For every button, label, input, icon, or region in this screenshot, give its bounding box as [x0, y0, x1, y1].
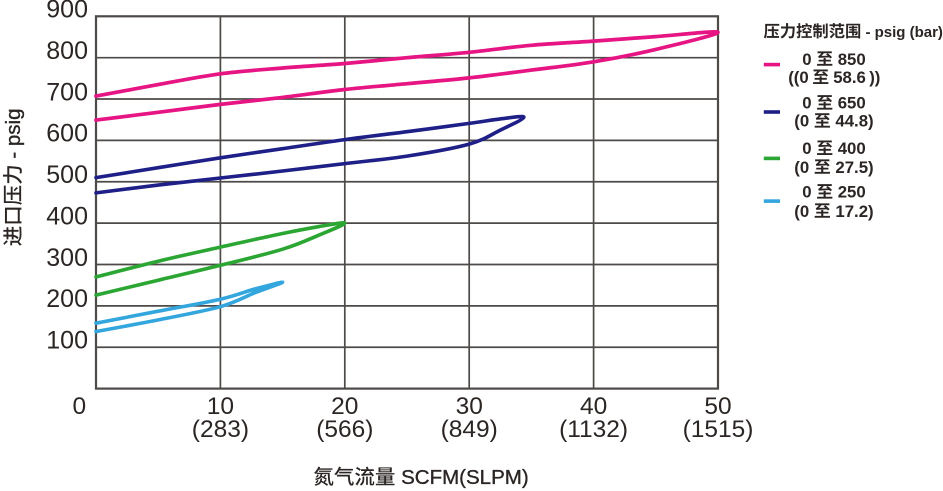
svg-text:400: 400 — [46, 202, 88, 230]
svg-text:psig: psig — [2, 108, 25, 146]
svg-text:-: - — [2, 152, 25, 159]
svg-text:0: 0 — [72, 393, 86, 420]
svg-text:(0: (0 — [794, 158, 809, 177]
svg-text:17.2): 17.2) — [835, 202, 873, 221]
svg-text:-: - — [866, 24, 871, 41]
svg-text:250: 250 — [838, 183, 866, 202]
svg-text:(283): (283) — [192, 416, 249, 443]
svg-text:200: 200 — [46, 285, 88, 313]
svg-text:850: 850 — [838, 50, 866, 69]
svg-text:27.5): 27.5) — [835, 158, 873, 177]
svg-text:0: 0 — [802, 50, 811, 69]
svg-text:(0: (0 — [794, 202, 809, 221]
svg-text:0: 0 — [802, 183, 811, 202]
svg-text:(1132): (1132) — [559, 416, 628, 443]
svg-text:500: 500 — [46, 161, 88, 189]
svg-text:40: 40 — [580, 393, 607, 420]
svg-text:44.8): 44.8) — [835, 112, 873, 131]
svg-text:0: 0 — [802, 94, 811, 113]
svg-text:10: 10 — [207, 393, 234, 420]
svg-text:20: 20 — [331, 393, 358, 420]
svg-text:900: 900 — [46, 0, 88, 24]
svg-text:700: 700 — [46, 78, 88, 106]
svg-text:400: 400 — [838, 139, 866, 158]
svg-text:650: 650 — [838, 94, 866, 113]
svg-text:100: 100 — [46, 327, 88, 355]
svg-text:600: 600 — [46, 120, 88, 148]
svg-text:50: 50 — [704, 393, 731, 420]
svg-text:0: 0 — [802, 139, 811, 158]
svg-text:(849): (849) — [441, 416, 498, 443]
svg-text:((0: ((0 — [788, 68, 809, 87]
svg-text:800: 800 — [46, 37, 88, 65]
svg-text:psig: psig — [875, 24, 906, 41]
svg-text:SCFM(SLPM): SCFM(SLPM) — [401, 466, 529, 489]
svg-text:)): )) — [869, 68, 880, 87]
svg-text:(0: (0 — [794, 112, 809, 131]
svg-text:(566): (566) — [316, 416, 373, 443]
svg-text:58.6: 58.6 — [833, 68, 866, 87]
svg-text:300: 300 — [46, 244, 88, 272]
svg-text:(1515): (1515) — [683, 416, 754, 443]
svg-text:(bar): (bar) — [910, 24, 943, 41]
svg-text:30: 30 — [456, 393, 483, 420]
